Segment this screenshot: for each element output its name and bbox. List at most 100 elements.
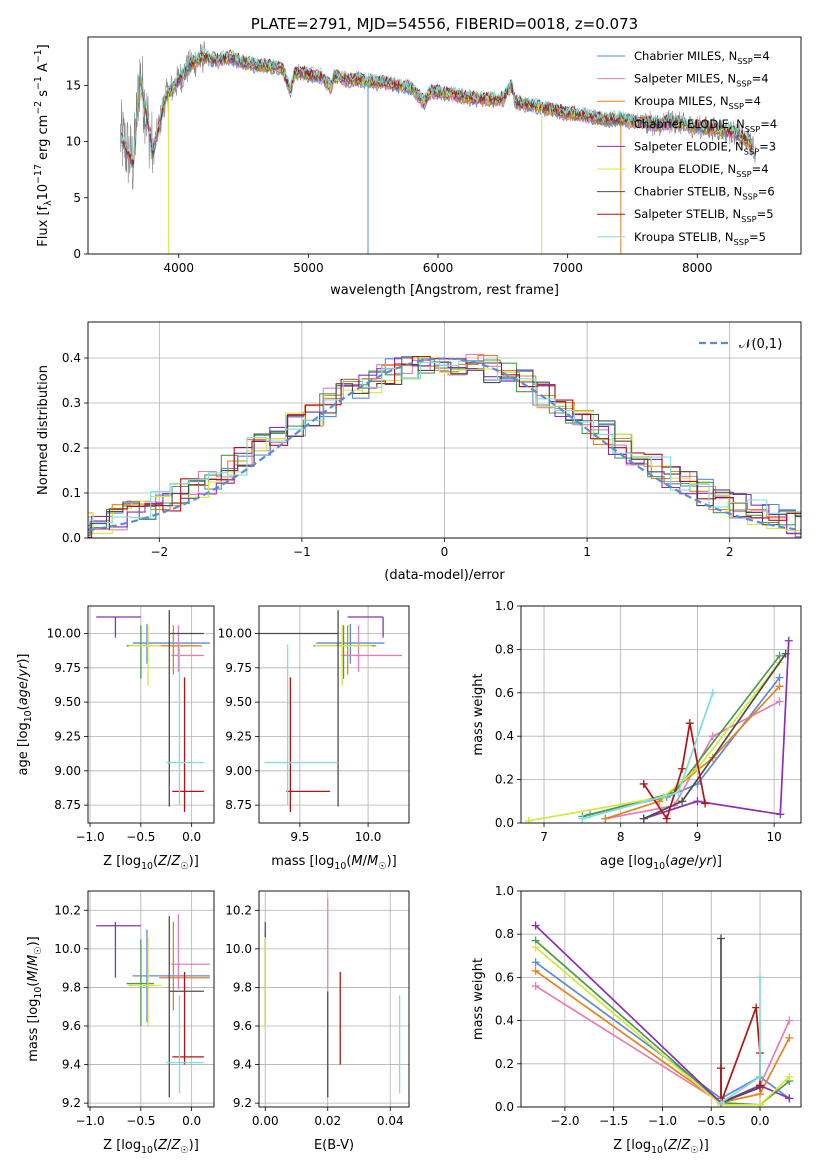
y-tick-label: 0.2 <box>495 773 514 787</box>
label-part: Z <box>667 1138 678 1153</box>
y-tick-label: 9.75 <box>225 661 252 675</box>
x-tick-label: −1.0 <box>75 830 104 844</box>
label-part: Z <box>170 1138 181 1153</box>
mass-weight-point <box>531 958 540 967</box>
label-part: SSP <box>737 56 752 66</box>
label-part: 10 <box>23 710 34 722</box>
y-tick-label: 9.50 <box>225 695 252 709</box>
label-part: / <box>694 854 699 869</box>
label-part: M <box>351 854 362 869</box>
mass-weight-point <box>662 814 671 823</box>
label-part: ☉ <box>33 946 44 954</box>
y-axis-label: Flux [fλ10−17 erg cm−2 s−1 A−1] <box>33 44 54 246</box>
label-part: λ <box>43 200 54 206</box>
x-tick-label: 6000 <box>423 261 454 275</box>
label-part: ( <box>665 854 670 869</box>
legend-entry: Kroupa STELIB, NSSP=5 <box>634 230 766 247</box>
label-part: Chabrier ELODIE, N <box>634 117 745 131</box>
y-tick-label: 9.8 <box>233 980 252 994</box>
label-part: )] <box>387 854 397 869</box>
label-part: erg cm <box>36 115 51 164</box>
y-tick-label: 9.4 <box>62 1058 81 1072</box>
mass-weight-point <box>717 1064 725 1073</box>
axes-frame <box>520 890 802 1108</box>
label-part: mass [log <box>271 854 334 869</box>
label-part: SSP <box>729 101 744 111</box>
label-part: Salpeter STELIB, N <box>634 207 741 221</box>
label-part: age <box>670 854 694 869</box>
mass-weight-point <box>639 779 648 788</box>
mass-weight-point <box>524 816 533 823</box>
y-tick-label: 9.25 <box>225 729 252 743</box>
label-part: )] <box>189 1138 199 1153</box>
y-tick-label: 9.75 <box>54 661 81 675</box>
plot-area <box>88 353 801 538</box>
label-part: SSP <box>744 146 759 156</box>
y-tick-label: 10.00 <box>218 626 252 640</box>
label-part: M <box>367 854 378 869</box>
mass-weight-point <box>674 788 683 797</box>
label-part: / <box>16 676 31 681</box>
residual-histogram-step <box>88 361 801 524</box>
label-part: ☉ <box>378 861 386 872</box>
mass-weight-point <box>693 797 702 806</box>
label-part: )] <box>16 653 31 663</box>
label-part: Z [log <box>613 1138 651 1153</box>
label-part: M <box>26 955 41 966</box>
legend-entry: Chabrier MILES, NSSP=4 <box>634 49 770 66</box>
mass-weight-point <box>685 719 694 728</box>
plot-area <box>120 41 756 254</box>
label-part: Kroupa ELODIE, N <box>634 162 736 176</box>
mass-weight-point <box>752 1003 761 1012</box>
mass-weight-point <box>639 814 648 823</box>
axes-frame <box>87 890 215 1108</box>
y-tick-label: 8.75 <box>225 798 252 812</box>
mass-vs-ebv-panel: 0.00 0.02 0.04 9.2 9.4 9.6 9.8 10.0 10.2 E(B-V) <box>225 890 410 1153</box>
label-part: ☉ <box>180 861 188 872</box>
x-tick-label: 9 <box>694 830 702 844</box>
y-tick-label: 15 <box>66 78 81 92</box>
label-part: =5 <box>757 207 774 221</box>
label-part: / <box>167 1138 172 1153</box>
y-tick-label: 0.4 <box>495 1014 514 1028</box>
mass-weight-point <box>776 810 785 819</box>
axes-frame <box>258 605 410 824</box>
label-part: 10 <box>653 861 665 872</box>
y-tick-label: 0.2 <box>495 1057 514 1071</box>
mass-weight-point <box>775 673 784 682</box>
label-part: / <box>26 965 41 970</box>
mass-weight-point <box>531 943 540 952</box>
label-part: )] <box>699 1138 709 1153</box>
label-part: Chabrier STELIB, N <box>634 185 742 199</box>
y-tick-label: 9.2 <box>62 1096 81 1110</box>
label-part: ( <box>16 705 31 710</box>
y-tick-label: 5 <box>73 191 81 205</box>
y-tick-label: 9.00 <box>225 764 252 778</box>
label-part: ( <box>26 982 41 987</box>
x-tick-label: 0.0 <box>182 1114 201 1128</box>
x-tick-label: −0.5 <box>126 1114 155 1128</box>
mass-weight-point <box>785 1016 794 1025</box>
x-axis-label: (data-model)/error <box>384 568 505 583</box>
mass-weight-point <box>756 973 765 982</box>
y-tick-label: 0.0 <box>495 1100 514 1114</box>
label-part: −1 <box>33 49 44 63</box>
x-tick-label: 0.0 <box>182 830 201 844</box>
mass-weight-point <box>601 814 610 823</box>
label-part: =4 <box>752 162 769 176</box>
legend-entry: Salpeter STELIB, NSSP=5 <box>634 207 774 224</box>
mass-weight-point <box>708 688 717 697</box>
y-tick-label: 0.4 <box>495 729 514 743</box>
chart-title: PLATE=2791, MJD=54556, FIBERID=0018, z=0… <box>251 15 638 33</box>
y-axis-label: mass weight <box>471 958 486 1040</box>
y-tick-label: 1.0 <box>495 599 514 613</box>
mass-weight-point <box>756 1100 765 1107</box>
label-part: / <box>167 854 172 869</box>
legend-entry: Chabrier ELODIE, NSSP=4 <box>634 117 777 134</box>
plot-area <box>259 610 403 813</box>
normal-reference-curve <box>88 357 801 532</box>
mass-weight-point <box>756 1081 765 1090</box>
residual-histogram-step <box>88 355 801 518</box>
label-part: ( <box>153 1138 158 1153</box>
